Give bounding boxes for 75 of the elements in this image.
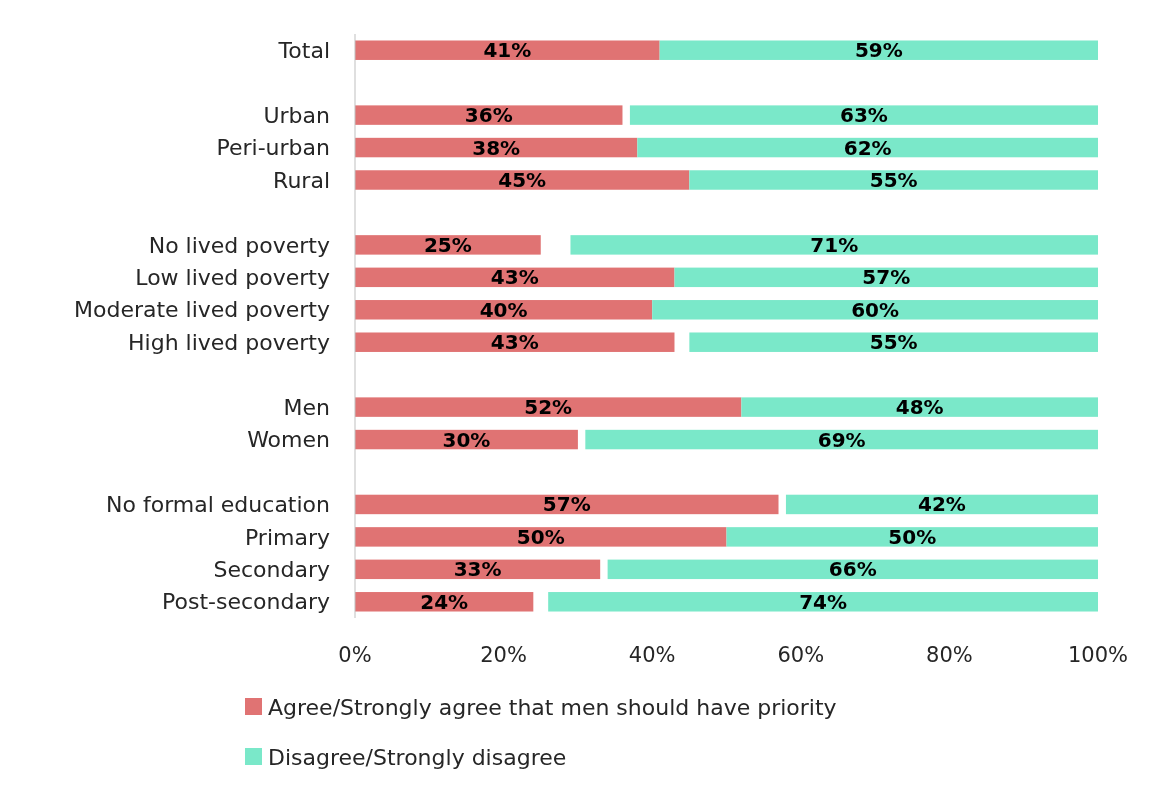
y-tick-label: Post-secondary: [162, 589, 330, 615]
bar: [355, 235, 541, 255]
legend-label: Agree/Strongly agree that men should have priority: [268, 694, 837, 720]
bar: [355, 170, 690, 190]
bar: [355, 592, 534, 612]
data-label: 50%: [516, 524, 565, 549]
y-tick-label: Rural: [273, 167, 330, 193]
data-label: 66%: [828, 557, 877, 582]
bar: [355, 267, 675, 288]
data-label: 63%: [840, 103, 888, 128]
bar: [548, 592, 1098, 612]
bar: [570, 235, 1098, 255]
data-label: 40%: [479, 297, 528, 322]
data-label: 57%: [542, 492, 591, 517]
bar: [652, 300, 1098, 320]
y-tick-label: Men: [283, 394, 330, 420]
data-label: 52%: [524, 395, 573, 420]
data-label: 36%: [464, 103, 513, 128]
data-label: 30%: [442, 427, 491, 452]
bar: [355, 300, 653, 320]
legend-label: Disagree/Strongly disagree: [268, 744, 567, 770]
x-tick-label: 40%: [628, 643, 676, 668]
y-tick-label: Low lived poverty: [135, 265, 330, 291]
data-label: 41%: [483, 38, 532, 63]
data-label: 74%: [799, 589, 848, 614]
bar: [637, 137, 1098, 158]
bar: [629, 105, 1098, 125]
data-label: 43%: [490, 265, 539, 290]
data-label: 50%: [888, 524, 937, 549]
y-tick-label: Primary: [244, 524, 330, 550]
data-label: 55%: [869, 168, 918, 192]
y-tick-label: Women: [247, 427, 330, 453]
bar: [355, 527, 727, 547]
data-label: 48%: [895, 395, 944, 420]
data-label: 62%: [843, 135, 892, 160]
data-label: 42%: [918, 492, 966, 517]
bar: [689, 332, 1098, 352]
data-label: 71%: [810, 232, 859, 257]
y-tick-label: Secondary: [213, 557, 330, 583]
bar: [355, 332, 675, 352]
x-tick-label: 100%: [1067, 643, 1129, 668]
bar: [355, 397, 742, 417]
data-label: 69%: [817, 427, 866, 452]
bar: [659, 40, 1098, 60]
data-label: 33%: [453, 557, 502, 582]
bar: [726, 527, 1098, 547]
bar: [674, 267, 1098, 288]
bar: [689, 170, 1098, 190]
data-label: 25%: [423, 232, 472, 257]
bar: [785, 494, 1098, 515]
x-tick-label: 20%: [480, 643, 527, 668]
x-tick-label: 0%: [338, 643, 372, 668]
bar: [741, 397, 1098, 417]
bar: [355, 494, 779, 515]
data-label: 55%: [869, 330, 918, 355]
x-tick-label: 80%: [926, 643, 973, 668]
data-label: 38%: [472, 135, 521, 160]
y-tick-label: High lived poverty: [128, 329, 330, 355]
x-tick-label: 60%: [777, 643, 825, 668]
y-tick-label: No lived poverty: [148, 232, 330, 258]
y-tick-label: Urban: [263, 102, 330, 128]
data-label: 60%: [851, 297, 900, 322]
bar: [607, 559, 1098, 580]
data-label: 45%: [498, 168, 547, 192]
data-label: 24%: [420, 589, 469, 614]
data-label: 59%: [854, 38, 903, 63]
data-label: 57%: [862, 265, 911, 290]
y-tick-label: Moderate lived poverty: [73, 297, 330, 323]
y-tick-label: No formal education: [106, 492, 330, 518]
bar: [355, 105, 623, 125]
bar: [585, 429, 1098, 450]
data-label: 43%: [490, 330, 539, 355]
y-tick-label: Peri-urban: [216, 135, 330, 161]
y-tick-label: Total: [277, 37, 330, 63]
bar: [355, 40, 660, 60]
